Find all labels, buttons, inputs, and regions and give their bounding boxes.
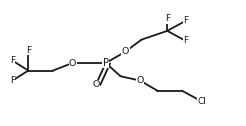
Text: F: F bbox=[10, 56, 15, 65]
Text: O: O bbox=[137, 76, 144, 85]
Text: Cl: Cl bbox=[197, 97, 206, 106]
Text: F: F bbox=[26, 46, 31, 55]
Text: O: O bbox=[69, 58, 76, 68]
Text: O: O bbox=[92, 80, 100, 89]
Text: F: F bbox=[183, 16, 188, 25]
Text: O: O bbox=[122, 47, 129, 56]
Text: P: P bbox=[103, 58, 109, 68]
Text: F: F bbox=[165, 14, 170, 23]
Text: F: F bbox=[183, 36, 188, 45]
Text: F: F bbox=[10, 76, 15, 85]
